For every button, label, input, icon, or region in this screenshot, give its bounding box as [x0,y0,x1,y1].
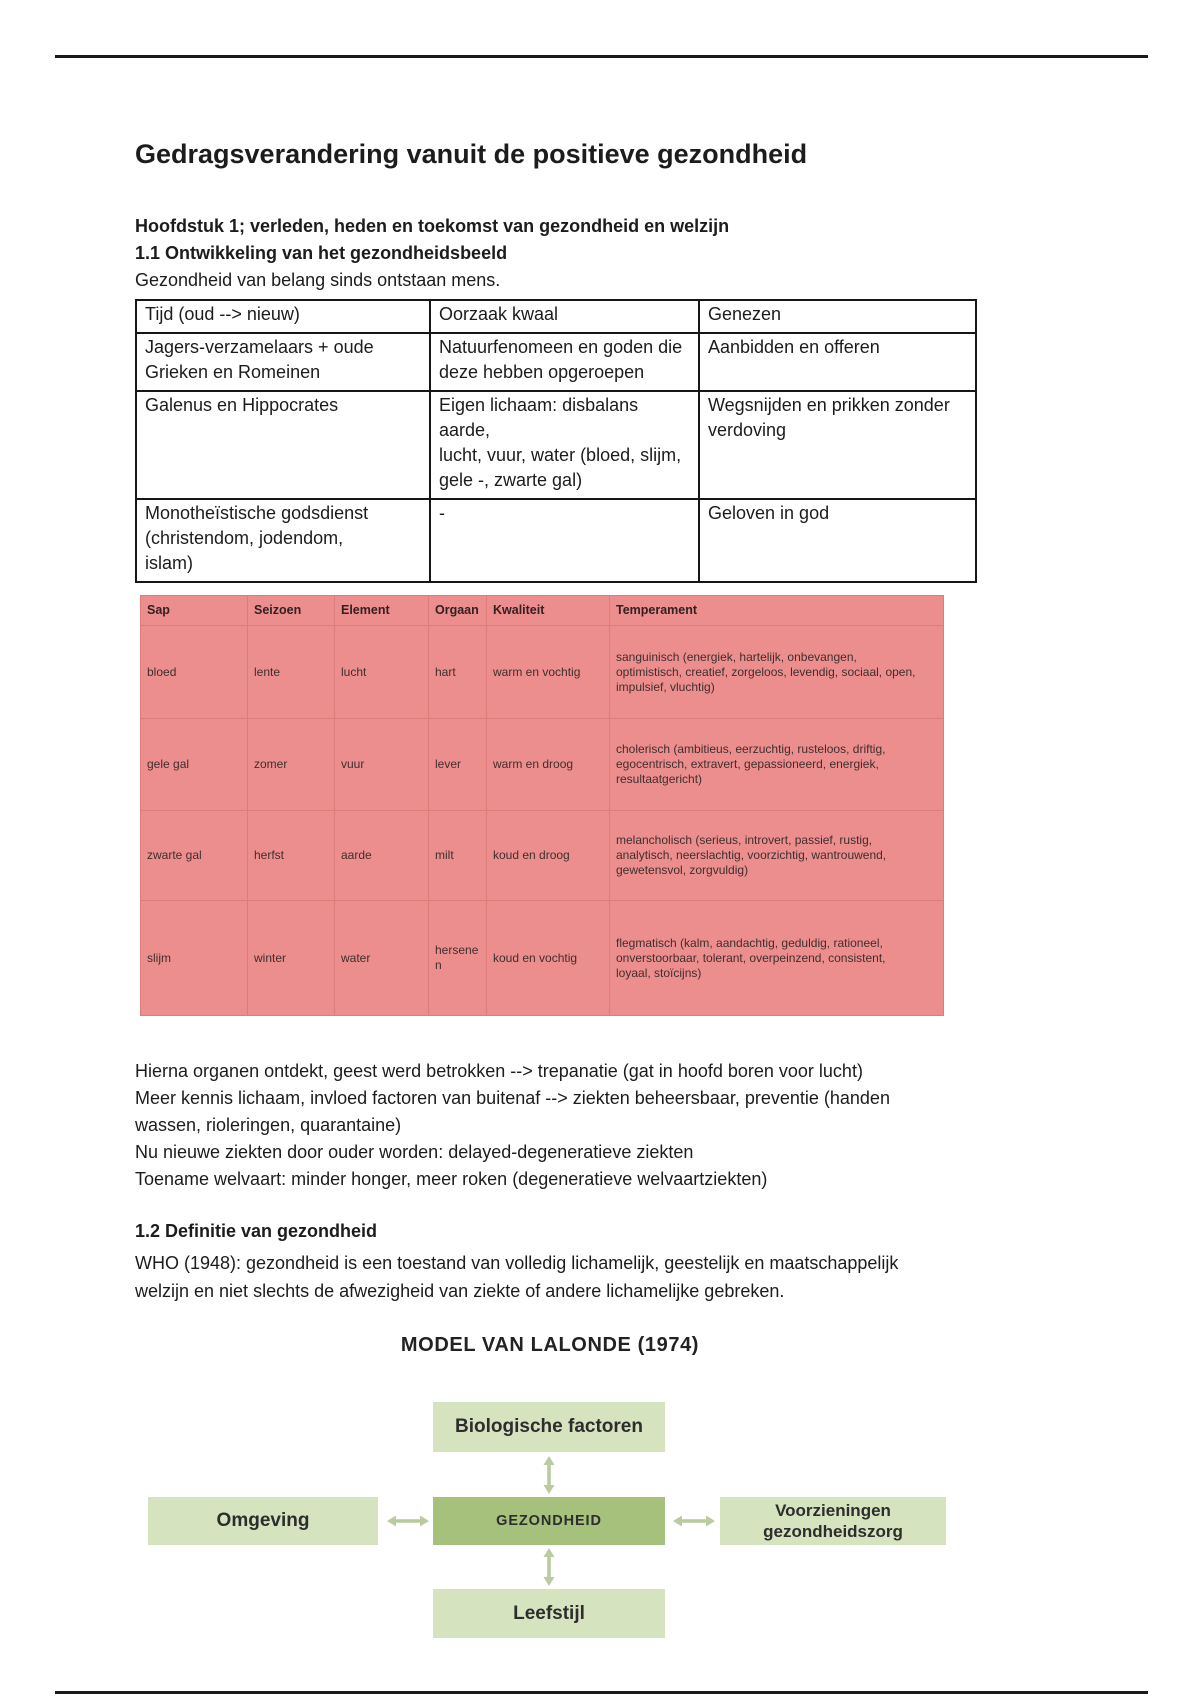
humors-cell: milt [428,810,487,901]
humors-cell: flegmatisch (kalm, aandachtig, geduldig,… [609,900,944,1016]
top-divider-line [55,55,1148,58]
lalonde-box-healthcare-facilities: Voorzieningen gezondheidszorg [720,1497,946,1545]
bottom-divider-line [55,1691,1148,1694]
table-row: gele gal zomer vuur lever warm en droog … [140,718,944,811]
chapter-heading: Hoofdstuk 1; verleden, heden en toekomst… [135,216,730,236]
humors-table-header-row: Sap Seizoen Element Orgaan Kwaliteit Tem… [140,595,944,626]
note-line: Toename welvaart: minder honger, meer ro… [135,1169,768,1189]
history-cell: Aanbidden en offeren [698,332,977,392]
humors-cell: bloed [140,625,248,719]
table-row: Monotheïstische godsdienst (christendom,… [135,498,977,583]
table-row: Jagers-verzamelaars + oude Grieken en Ro… [135,332,977,392]
humors-cell: slijm [140,900,248,1016]
horizontal-double-arrow-icon [387,1514,429,1528]
humors-cell: vuur [334,718,429,811]
history-cell: Monotheïstische godsdienst (christendom,… [135,498,431,583]
notes-paragraph: Hierna organen ontdekt, geest werd betro… [135,1058,890,1193]
section-1-1-heading: 1.1 Ontwikkeling van het gezondheidsbeel… [135,243,508,263]
humors-cell: koud en vochtig [486,900,610,1016]
note-line: wassen, rioleringen, quarantaine) [135,1115,402,1135]
humors-cell: hart [428,625,487,719]
history-cell: - [429,498,700,583]
humors-header-cell: Temperament [609,595,944,626]
humors-table: Sap Seizoen Element Orgaan Kwaliteit Tem… [140,595,944,1016]
table-row: Galenus en Hippocrates Eigen lichaam: di… [135,390,977,500]
who-definition-line: WHO (1948): gezondheid is een toestand v… [135,1253,899,1273]
humors-header-cell: Seizoen [247,595,335,626]
history-cell: Eigen lichaam: disbalans aarde, lucht, v… [429,390,700,500]
lalonde-diagram-title: MODEL VAN LALONDE (1974) [400,1334,700,1356]
humors-header-cell: Orgaan [428,595,487,626]
vertical-double-arrow-icon [542,1548,556,1586]
humors-cell: gele gal [140,718,248,811]
history-header-cell: Genezen [698,299,977,334]
history-cell: Wegsnijden en prikken zonder verdoving [698,390,977,500]
humors-header-cell: Sap [140,595,248,626]
page-title: Gedragsverandering vanuit de positieve g… [135,139,808,169]
history-cell: Jagers-verzamelaars + oude Grieken en Ro… [135,332,431,392]
humors-cell: herfst [247,810,335,901]
lalonde-box-environment: Omgeving [148,1497,378,1545]
humors-cell: sanguinisch (energiek, hartelijk, onbeva… [609,625,944,719]
history-table: Tijd (oud --> nieuw) Oorzaak kwaal Genez… [135,299,977,583]
who-definition-line: welzijn en niet slechts de afwezigheid v… [135,1281,785,1301]
humors-cell: melancholisch (serieus, introvert, passi… [609,810,944,901]
humors-cell: lente [247,625,335,719]
humors-header-cell: Element [334,595,429,626]
humors-cell: lucht [334,625,429,719]
humors-cell: water [334,900,429,1016]
humors-cell: hersenen [428,900,487,1016]
note-line: Meer kennis lichaam, invloed factoren va… [135,1088,890,1108]
history-cell: Geloven in god [698,498,977,583]
section-1-1-intro: Gezondheid van belang sinds ontstaan men… [135,270,501,290]
humors-cell: aarde [334,810,429,901]
horizontal-double-arrow-icon [673,1514,715,1528]
who-definition: WHO (1948): gezondheid is een toestand v… [135,1249,898,1305]
note-line: Hierna organen ontdekt, geest werd betro… [135,1061,863,1081]
table-row: zwarte gal herfst aarde milt koud en dro… [140,810,944,901]
humors-cell: cholerisch (ambitieus, eerzuchtig, ruste… [609,718,944,811]
table-row: slijm winter water hersenen koud en voch… [140,900,944,1016]
history-cell: Natuurfenomeen en goden die deze hebben … [429,332,700,392]
humors-cell: warm en vochtig [486,625,610,719]
humors-cell: koud en droog [486,810,610,901]
vertical-double-arrow-icon [542,1456,556,1494]
lalonde-box-health: GEZONDHEID [433,1497,665,1545]
humors-cell: zwarte gal [140,810,248,901]
history-table-header-row: Tijd (oud --> nieuw) Oorzaak kwaal Genez… [135,299,977,334]
history-cell: Galenus en Hippocrates [135,390,431,500]
lalonde-box-biological-factors: Biologische factoren [433,1402,665,1452]
table-row: bloed lente lucht hart warm en vochtig s… [140,625,944,719]
humors-cell: zomer [247,718,335,811]
history-header-cell: Oorzaak kwaal [429,299,700,334]
humors-cell: winter [247,900,335,1016]
note-line: Nu nieuwe ziekten door ouder worden: del… [135,1142,694,1162]
section-1-2-heading: 1.2 Definitie van gezondheid [135,1221,378,1241]
lalonde-box-lifestyle: Leefstijl [433,1589,665,1638]
humors-cell: warm en droog [486,718,610,811]
humors-cell: lever [428,718,487,811]
history-header-cell: Tijd (oud --> nieuw) [135,299,431,334]
humors-header-cell: Kwaliteit [486,595,610,626]
